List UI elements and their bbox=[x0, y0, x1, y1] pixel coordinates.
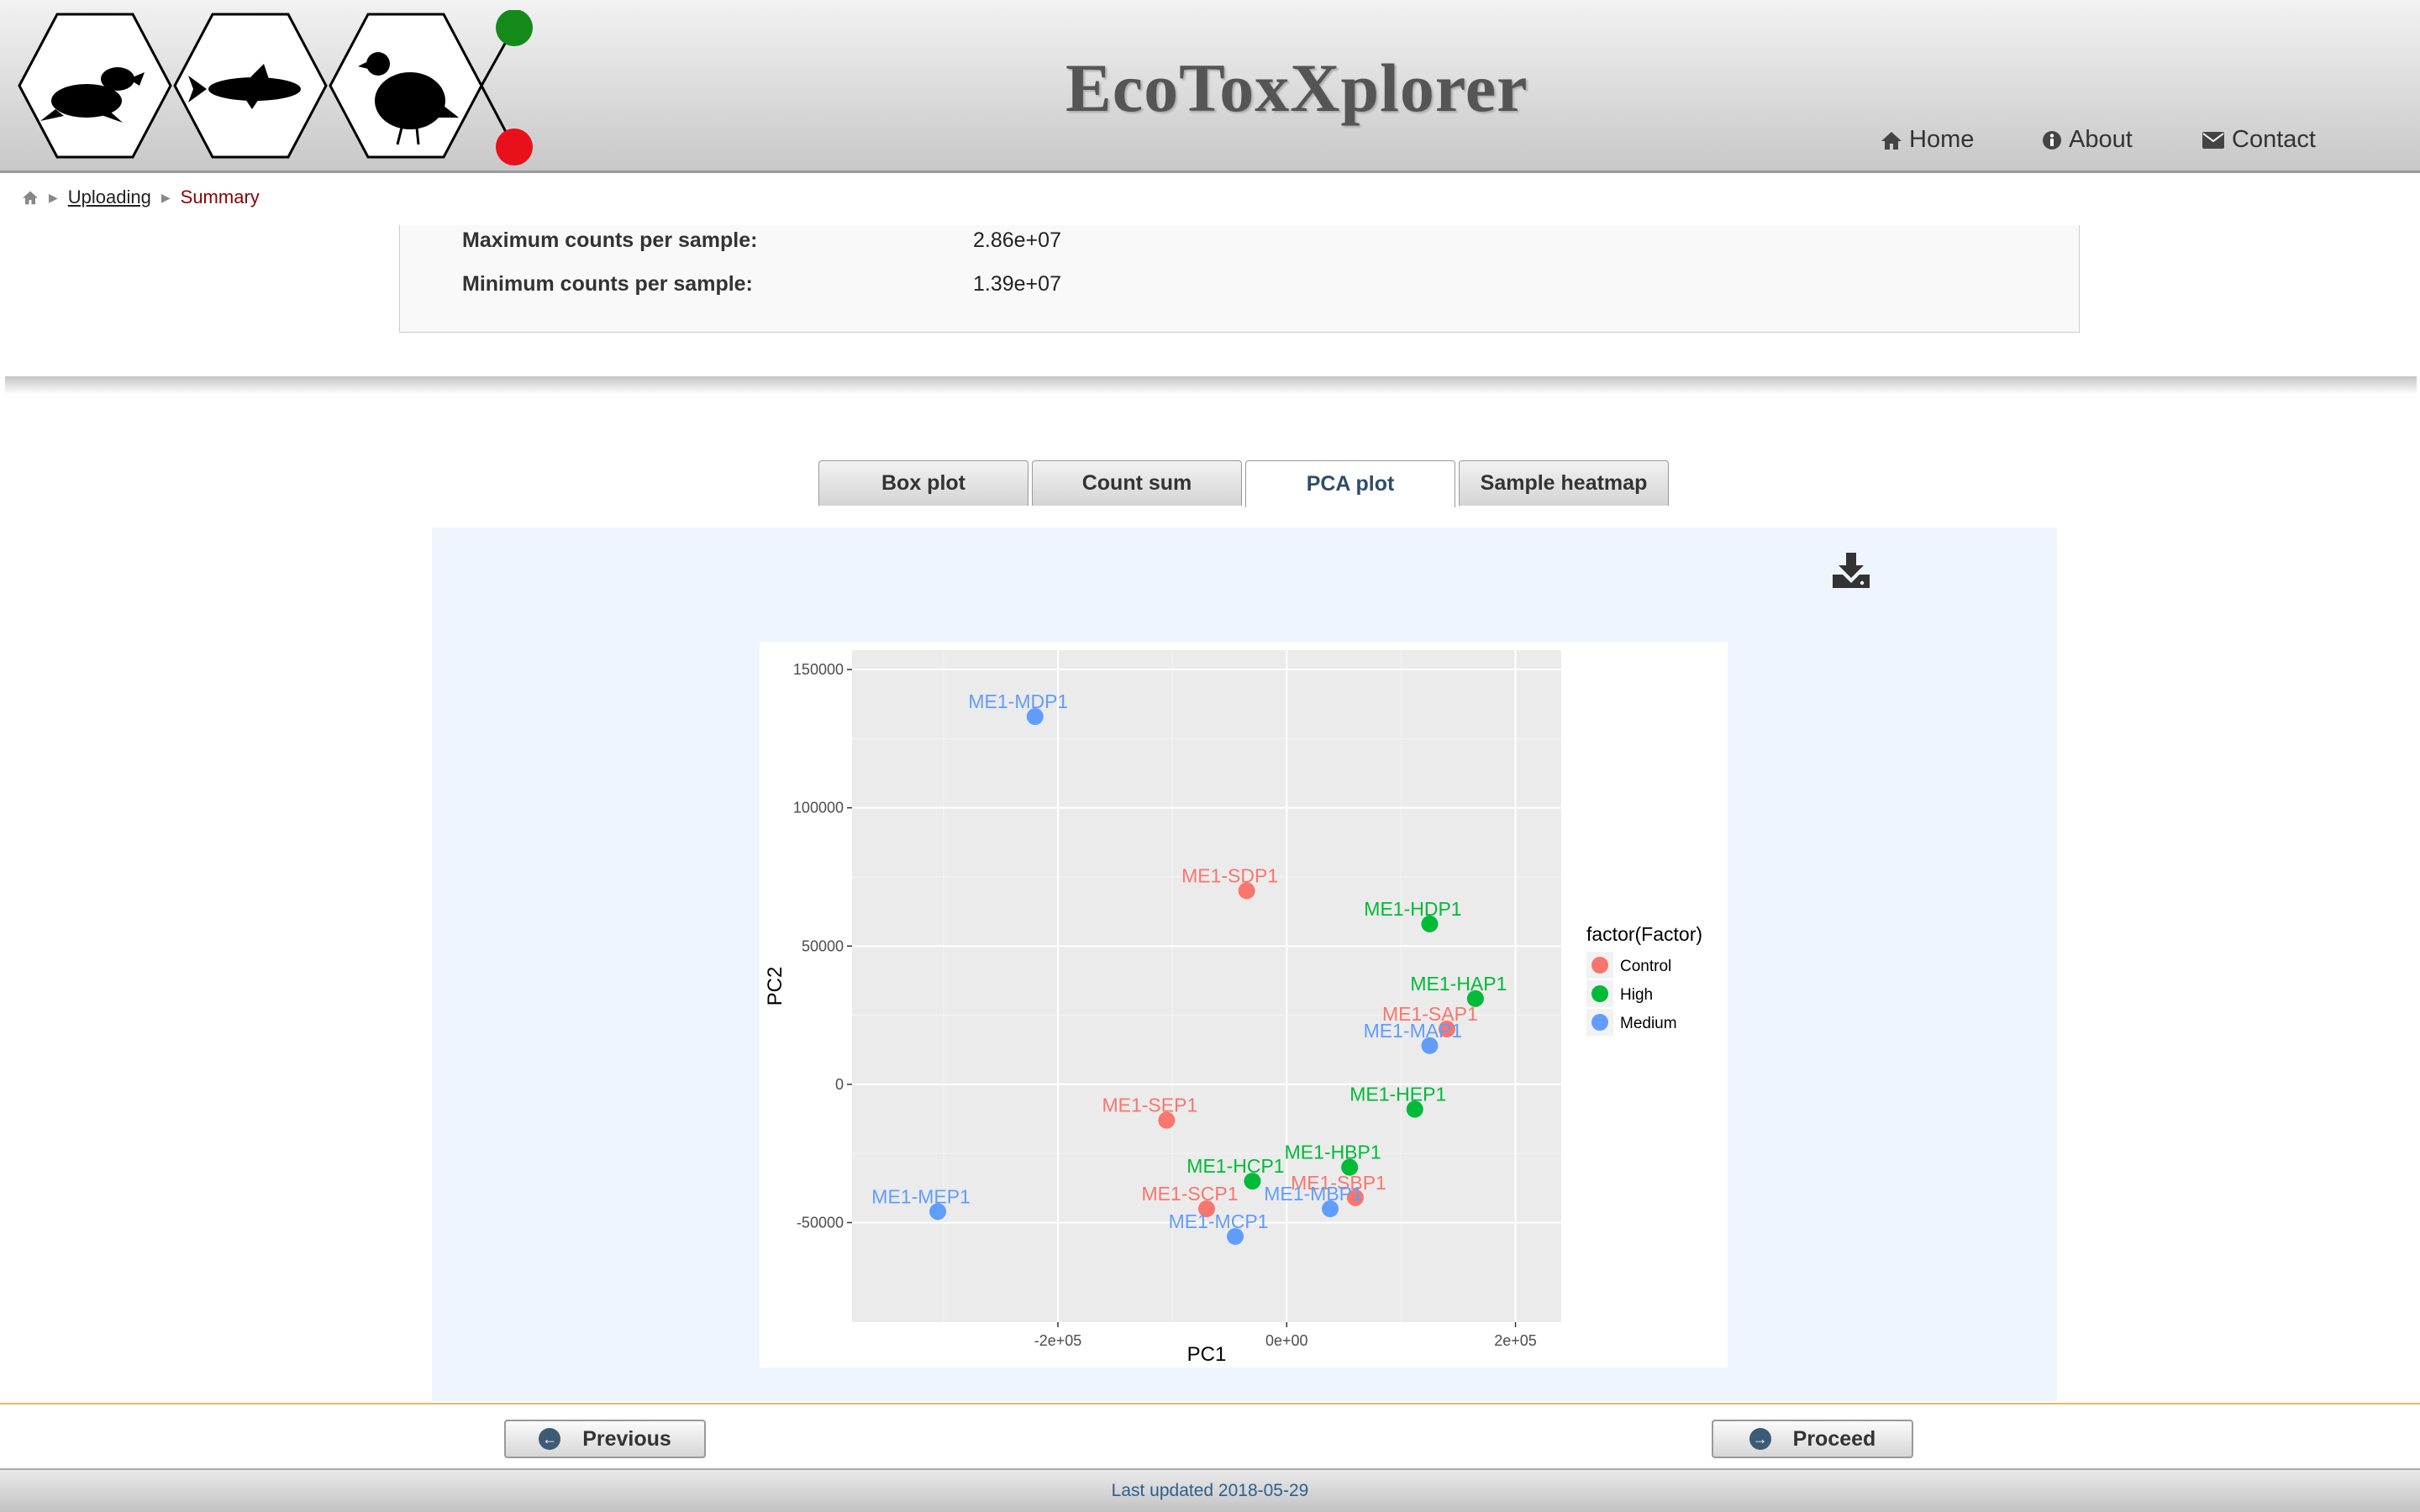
app-header: EcoToxXplorer Home About Contact bbox=[0, 0, 2420, 173]
nav-contact-label: Contact bbox=[2232, 126, 2316, 153]
summary-row-max: Maximum counts per sample: 2.86e+07 bbox=[462, 228, 1061, 253]
frog-icon bbox=[40, 67, 145, 123]
proceed-label: Proceed bbox=[1792, 1426, 1876, 1451]
y-tick-label: 50000 bbox=[802, 937, 844, 954]
last-updated: Last updated 2018-05-29 bbox=[1111, 1481, 1309, 1500]
data-point bbox=[1406, 1100, 1423, 1118]
point-label: ME1-HAP1 bbox=[1410, 973, 1507, 995]
nav-home-label: Home bbox=[1909, 126, 1975, 153]
x-axis-title: PC1 bbox=[1187, 1343, 1227, 1366]
breadcrumb: ▶ Uploading ▶ Summary bbox=[22, 186, 260, 208]
tab-pca-plot[interactable]: PCA plot bbox=[1245, 460, 1455, 507]
breadcrumb-separator-icon: ▶ bbox=[49, 190, 58, 204]
point-label: ME1-MCP1 bbox=[1169, 1210, 1269, 1232]
data-point bbox=[1341, 1158, 1359, 1176]
nav-home[interactable]: Home bbox=[1881, 126, 1974, 154]
summary-panel: Maximum counts per sample: 2.86e+07 Mini… bbox=[399, 225, 2080, 333]
point-label: ME1-MEP1 bbox=[871, 1185, 971, 1207]
point-label: ME1-SCP1 bbox=[1141, 1183, 1238, 1205]
arrow-right-icon: → bbox=[1749, 1428, 1771, 1450]
point-label: ME1-SDP1 bbox=[1181, 864, 1278, 886]
x-tick-label: 2e+05 bbox=[1494, 1332, 1537, 1349]
point-label: ME1-MAP1 bbox=[1364, 1020, 1463, 1042]
app-logo bbox=[18, 10, 533, 165]
data-point bbox=[1026, 708, 1044, 726]
fish-icon bbox=[188, 64, 301, 109]
previous-button[interactable]: ← Previous bbox=[504, 1420, 706, 1458]
y-axis-title: PC2 bbox=[764, 967, 786, 1006]
legend-label: Control bbox=[1620, 958, 1671, 975]
bottom-divider bbox=[0, 1403, 2420, 1404]
plot-tabs: Box plot Count sum PCA plot Sample heatm… bbox=[818, 460, 1669, 507]
x-tick-label: -2e+05 bbox=[1034, 1332, 1082, 1349]
data-point bbox=[1438, 1021, 1455, 1038]
data-point bbox=[1322, 1200, 1339, 1218]
home-icon bbox=[1881, 131, 1902, 150]
y-tick-label: 150000 bbox=[793, 661, 844, 678]
data-point bbox=[1158, 1111, 1176, 1129]
summary-value: 1.39e+07 bbox=[973, 272, 1061, 296]
tab-box-plot[interactable]: Box plot bbox=[818, 460, 1028, 506]
data-point bbox=[1244, 1173, 1261, 1190]
tab-count-sum[interactable]: Count sum bbox=[1032, 460, 1242, 506]
nav-about[interactable]: About bbox=[2042, 126, 2133, 154]
point-label: ME1-HDP1 bbox=[1364, 898, 1461, 920]
data-point bbox=[1198, 1200, 1215, 1218]
point-label: ME1-SAP1 bbox=[1382, 1003, 1478, 1025]
legend-swatch bbox=[1591, 1014, 1608, 1031]
section-divider bbox=[5, 376, 2417, 395]
point-label: ME1-HCP1 bbox=[1186, 1155, 1284, 1177]
info-icon bbox=[2043, 130, 2061, 150]
data-point bbox=[1227, 1227, 1244, 1245]
breadcrumb-current: Summary bbox=[180, 186, 260, 207]
legend-title: factor(Factor) bbox=[1586, 923, 1702, 945]
y-tick-label: 0 bbox=[835, 1076, 844, 1093]
arrow-left-icon: ← bbox=[539, 1428, 561, 1450]
y-tick-label: -50000 bbox=[797, 1214, 844, 1231]
breadcrumb-separator-icon: ▶ bbox=[160, 190, 171, 204]
point-label: ME1-HEP1 bbox=[1349, 1084, 1446, 1105]
x-tick-label: 0e+00 bbox=[1265, 1332, 1308, 1349]
point-label: ME1-MBP1 bbox=[1264, 1183, 1363, 1205]
tab-sample-heatmap[interactable]: Sample heatmap bbox=[1459, 460, 1669, 506]
legend-label: High bbox=[1620, 986, 1653, 1004]
app-title: EcoToxXplorer bbox=[1065, 50, 1528, 126]
legend-swatch bbox=[1591, 957, 1608, 974]
breadcrumb-home-icon[interactable] bbox=[22, 190, 39, 205]
nav-about-label: About bbox=[2069, 126, 2133, 153]
legend-swatch bbox=[1591, 985, 1608, 1002]
breadcrumb-uploading-link[interactable]: Uploading bbox=[67, 186, 151, 207]
legend-label: Medium bbox=[1620, 1015, 1677, 1032]
envelope-icon bbox=[2202, 131, 2224, 149]
pca-chart: -2e+05 0e+00 2e+05 -50000 0 50000 100000 150000… bbox=[760, 642, 1728, 1368]
nav-contact[interactable]: Contact bbox=[2202, 126, 2316, 154]
point-label: ME1-SBP1 bbox=[1291, 1172, 1386, 1194]
summary-label: Minimum counts per sample: bbox=[462, 272, 753, 296]
summary-row-min: Minimum counts per sample: 1.39e+07 bbox=[462, 272, 1061, 297]
download-icon[interactable] bbox=[1830, 551, 1872, 591]
point-label: ME1-HBP1 bbox=[1285, 1142, 1381, 1163]
point-label: ME1-SEP1 bbox=[1102, 1095, 1197, 1116]
summary-label: Maximum counts per sample: bbox=[462, 228, 758, 252]
data-point bbox=[1421, 915, 1439, 932]
y-tick-label: 100000 bbox=[793, 800, 844, 816]
data-point bbox=[1466, 990, 1484, 1007]
summary-value: 2.86e+07 bbox=[973, 228, 1061, 252]
data-point bbox=[929, 1203, 947, 1221]
proceed-button[interactable]: → Proceed bbox=[1712, 1420, 1913, 1458]
point-label: ME1-MDP1 bbox=[968, 690, 1068, 712]
data-point bbox=[1346, 1189, 1364, 1206]
quail-icon bbox=[358, 52, 459, 145]
data-point bbox=[1238, 882, 1255, 900]
footer: Last updated 2018-05-29 bbox=[0, 1468, 2420, 1512]
data-point bbox=[1421, 1037, 1439, 1054]
previous-label: Previous bbox=[582, 1426, 671, 1451]
